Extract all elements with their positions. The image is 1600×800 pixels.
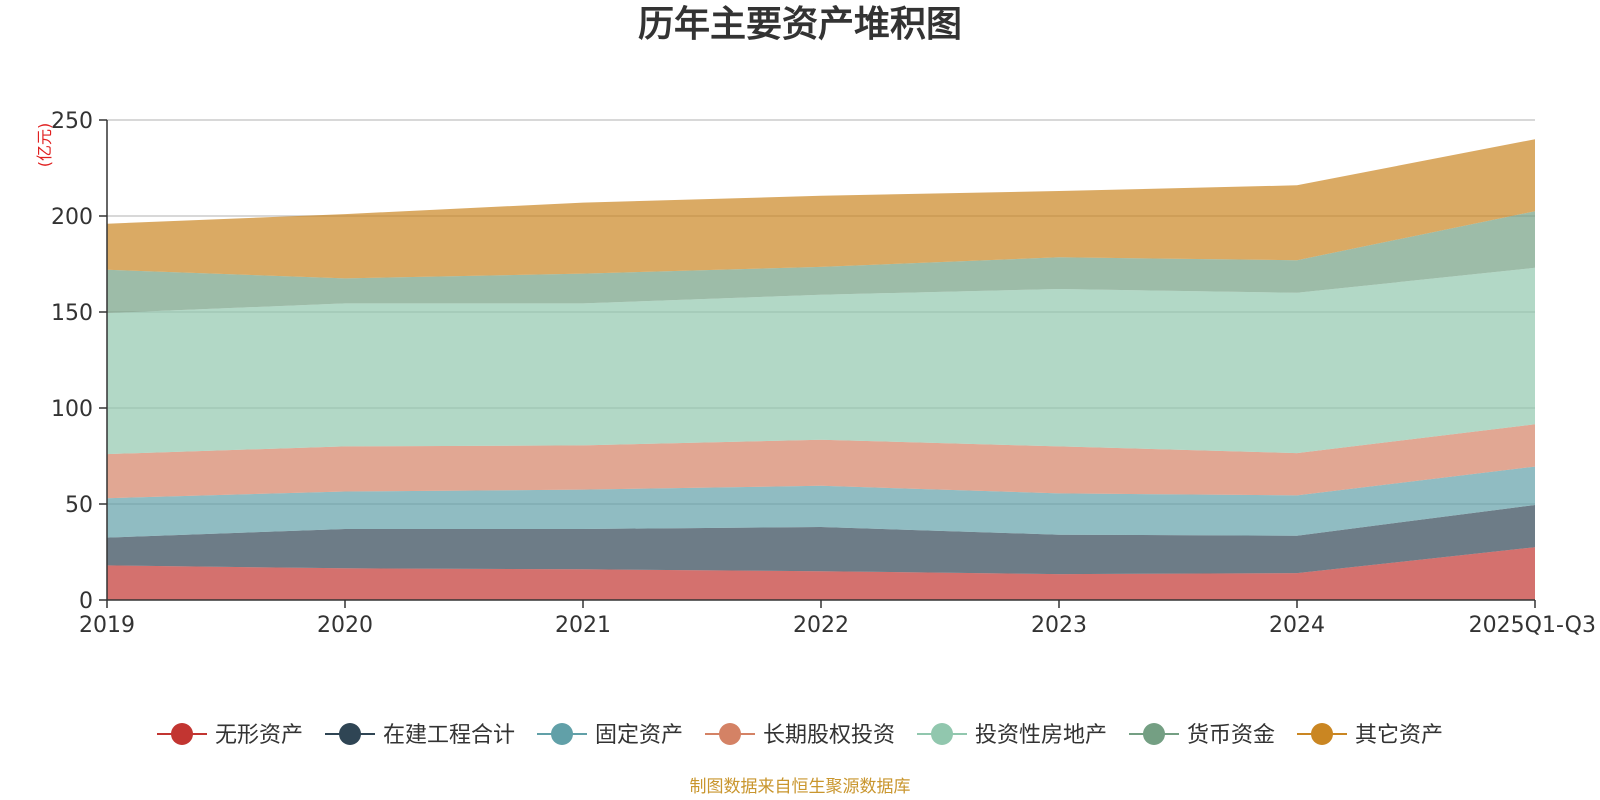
legend-item-3[interactable]: 固定资产: [537, 723, 683, 748]
area-series-1: [107, 547, 1535, 600]
legend-label: 固定资产: [595, 723, 683, 748]
x-tick-label: 2022: [793, 613, 849, 638]
legend-circle-marker: [719, 723, 741, 745]
x-tick-label: 2024: [1269, 613, 1325, 638]
legend-item-2[interactable]: 在建工程合计: [325, 723, 515, 748]
area-series-2: [107, 505, 1535, 575]
axes: 0 50 100 150 200 250 2019 2020 2021 2022 2023 2024 2…: [51, 109, 1596, 638]
x-tick-label: 2021: [555, 613, 611, 638]
legend-item-4[interactable]: 长期股权投资: [705, 723, 895, 748]
y-tick-label: 200: [51, 205, 93, 230]
legend-item-5[interactable]: 投资性房地产: [917, 723, 1107, 748]
area-series-group: [107, 139, 1535, 600]
legend-label: 在建工程合计: [383, 723, 515, 748]
legend-label: 货币资金: [1187, 723, 1275, 748]
x-tick-label: 2020: [317, 613, 373, 638]
legend-label: 投资性房地产: [975, 723, 1107, 748]
chart-title: 历年主要资产堆积图: [638, 4, 962, 45]
area-series-7: [107, 139, 1535, 279]
y-tick-label: 100: [51, 397, 93, 422]
legend-circle-marker: [931, 723, 953, 745]
legend-item-7[interactable]: 其它资产: [1297, 723, 1443, 748]
y-tick-label: 50: [65, 493, 93, 518]
x-tick-label: 2023: [1031, 613, 1087, 638]
legend[interactable]: 无形资产 在建工程合计 固定资产 长期股权投资 投资性房地产 货币资金 其它资产: [157, 723, 1443, 748]
area-series-3: [107, 466, 1535, 538]
legend-circle-marker: [339, 723, 361, 745]
legend-circle-marker: [1143, 723, 1165, 745]
area-series-6: [107, 211, 1535, 313]
y-tick-label: 0: [79, 589, 93, 614]
legend-circle-marker: [171, 723, 193, 745]
y-tick-label: 250: [51, 109, 93, 134]
legend-item-1[interactable]: 无形资产: [157, 723, 303, 748]
x-tick-label: 2025Q1-Q3: [1469, 613, 1596, 638]
y-tick-label: 150: [51, 301, 93, 326]
x-tick-label: 2019: [79, 613, 135, 638]
legend-label: 无形资产: [215, 723, 303, 748]
legend-circle-marker: [551, 723, 573, 745]
area-series-5: [107, 267, 1535, 455]
legend-item-6[interactable]: 货币资金: [1129, 723, 1275, 748]
area-series-4: [107, 424, 1535, 499]
legend-circle-marker: [1311, 723, 1333, 745]
data-source-note: 制图数据来自恒生聚源数据库: [690, 777, 911, 797]
legend-label: 长期股权投资: [763, 723, 895, 748]
y-axis-unit-label: (亿元): [35, 123, 54, 168]
legend-label: 其它资产: [1355, 723, 1443, 748]
